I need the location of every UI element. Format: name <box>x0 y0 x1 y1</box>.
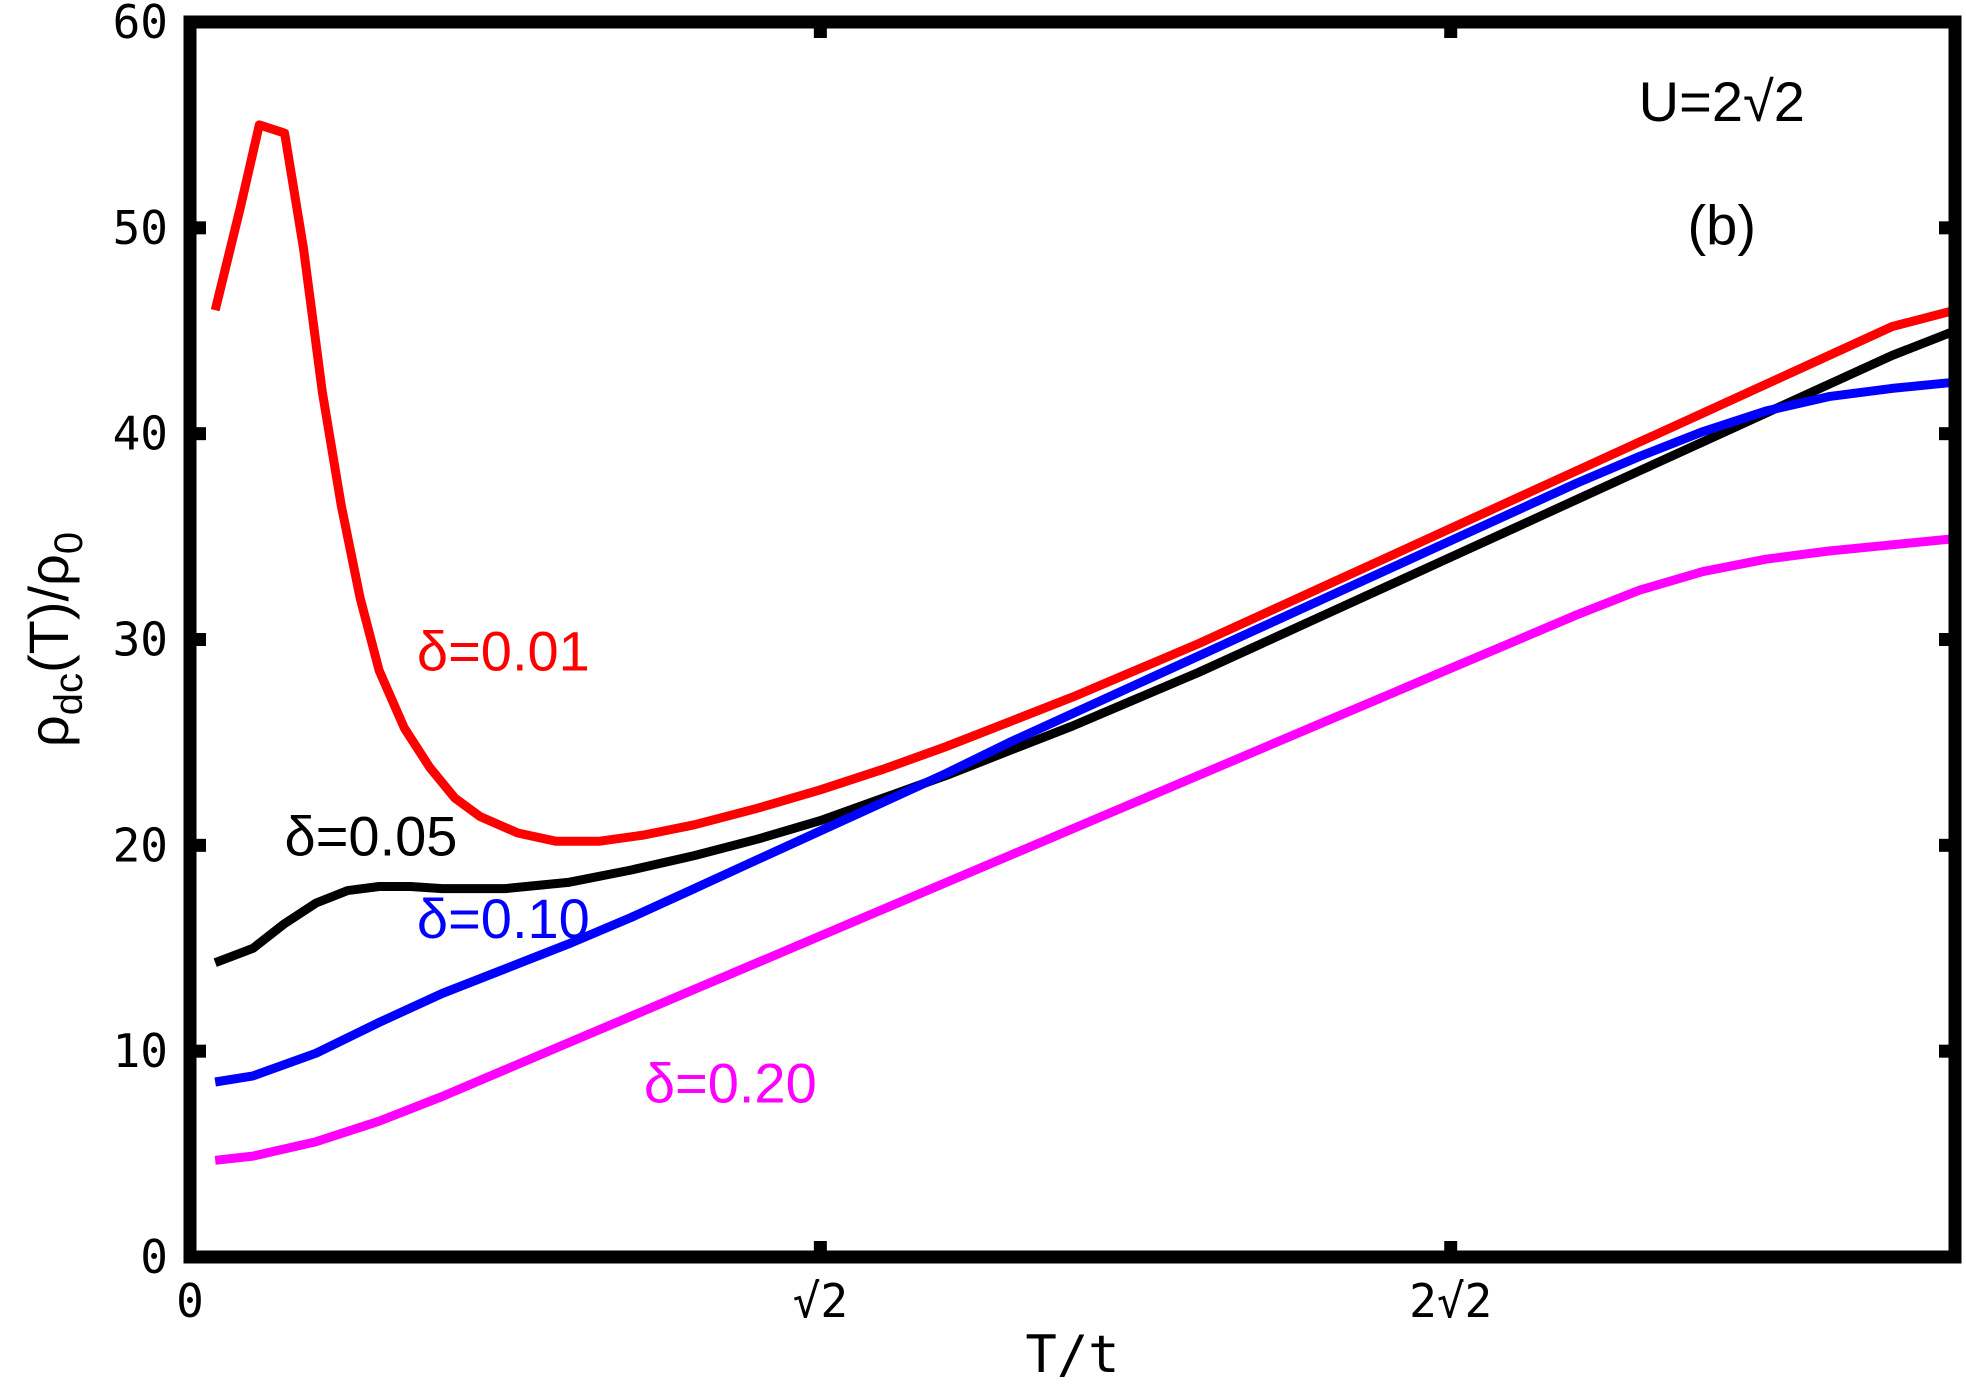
y-tick-label-1: 10 <box>113 1024 168 1078</box>
x-axis-label: T/t <box>1026 1325 1120 1385</box>
series-label-4: δ=0.20 <box>644 1052 817 1115</box>
x-tick-label-2: 2√2 <box>1409 1274 1492 1328</box>
series-line-4 <box>214 534 1956 1165</box>
annotation-2: (b) <box>1688 193 1756 256</box>
series-line-3 <box>214 377 1956 1087</box>
y-tick-label-2: 20 <box>113 818 168 872</box>
x-tick-label-1: √2 <box>793 1274 848 1328</box>
y-label-base: ρ <box>17 715 80 747</box>
series-labels: δ=0.01 δ=0.05 δ=0.10 δ=0.20 <box>285 619 817 1114</box>
y-tick-label-3: 30 <box>113 613 168 667</box>
y-tick-label-4: 40 <box>113 407 168 461</box>
tick-labels: 0 10 20 30 40 50 60 0 √2 2√2 <box>113 0 1493 1328</box>
y-label-sub: dc <box>47 673 91 715</box>
series-label-2: δ=0.05 <box>285 805 458 868</box>
y-tick-label-5: 50 <box>113 201 168 255</box>
series-line-1 <box>210 120 1957 846</box>
annotations: U=2√2 (b) <box>1639 70 1805 256</box>
y-label-sub2: 0 <box>47 532 91 554</box>
series-label-3: δ=0.10 <box>417 887 590 950</box>
x-tick-label-0: 0 <box>176 1274 204 1328</box>
y-tick-label-6: 60 <box>113 0 168 49</box>
series-line-2 <box>213 326 1957 967</box>
series-label-1: δ=0.01 <box>417 619 590 682</box>
y-axis-label: ρdc(T)/ρ0 <box>17 532 91 747</box>
series-lines <box>210 120 1957 1165</box>
y-tick-label-0: 0 <box>140 1230 168 1284</box>
annotation-1: U=2√2 <box>1639 70 1805 133</box>
axis-ticks <box>183 15 1955 1264</box>
y-label-mid: (T)/ρ <box>17 554 80 673</box>
